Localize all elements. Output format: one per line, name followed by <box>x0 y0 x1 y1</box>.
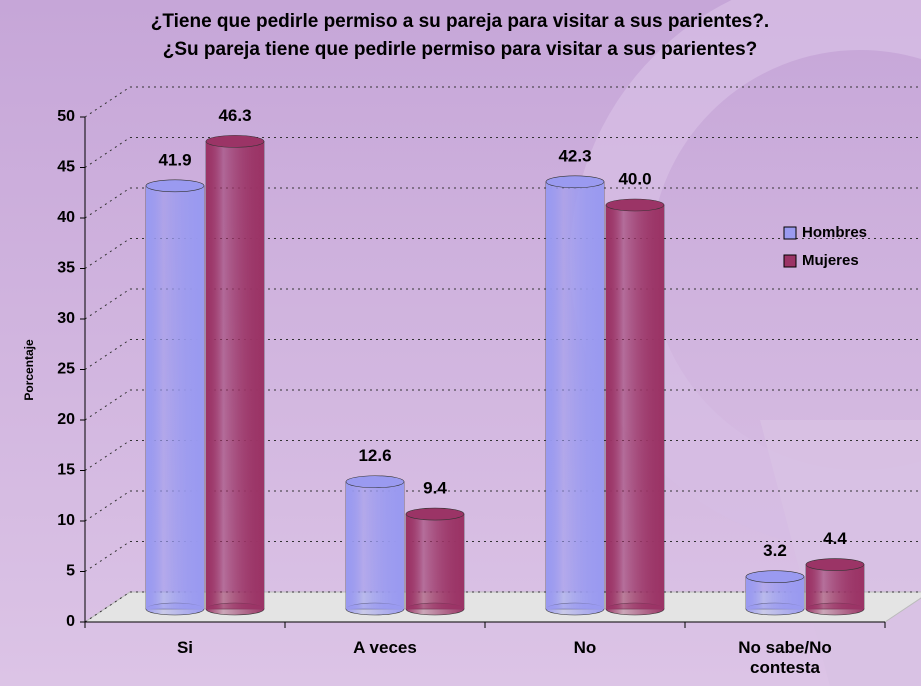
bar-body <box>546 182 604 609</box>
y-tick-label: 5 <box>66 563 75 580</box>
value-label: 12.6 <box>358 446 391 465</box>
legend-swatch <box>784 227 796 239</box>
x-tick-label: A veces <box>320 638 450 658</box>
bar-top <box>806 559 864 571</box>
legend-swatch <box>784 255 796 267</box>
x-tick-label: No sabe/No contesta <box>720 638 850 678</box>
y-tick-label: 35 <box>57 260 75 277</box>
x-tick-label: Si <box>120 638 250 658</box>
y-tick-label: 10 <box>57 512 75 529</box>
value-label: 46.3 <box>218 106 251 125</box>
value-label: 40.0 <box>618 169 651 188</box>
value-label: 42.3 <box>558 146 591 165</box>
value-label: 3.2 <box>763 541 787 560</box>
bar-body <box>206 141 264 609</box>
legend-label: Mujeres <box>802 252 859 269</box>
value-label: 9.4 <box>423 479 447 498</box>
chart-title: ¿Tiene que pedirle permiso a su pareja p… <box>151 11 769 32</box>
legend-label: Hombres <box>802 224 867 241</box>
y-tick-label: 25 <box>57 361 75 378</box>
bar-body <box>406 514 464 609</box>
y-tick-label: 45 <box>57 159 75 176</box>
bar-top <box>606 199 664 211</box>
bar-top <box>206 135 264 147</box>
bar-body <box>806 565 864 609</box>
bar-body <box>346 482 404 609</box>
y-axis-label: Porcentaje <box>22 339 36 401</box>
bar-top <box>746 571 804 583</box>
y-tick-label: 15 <box>57 462 75 479</box>
chart: ¿Tiene que pedirle permiso a su pareja p… <box>0 0 921 686</box>
y-tick-label: 40 <box>57 209 75 226</box>
page: ¿Tiene que pedirle permiso a su pareja p… <box>0 0 921 686</box>
bar-body <box>606 205 664 609</box>
bar-top <box>146 180 204 192</box>
bar-top <box>346 476 404 488</box>
y-tick-label: 20 <box>57 411 75 428</box>
value-label: 4.4 <box>823 529 847 548</box>
bar-body <box>146 186 204 609</box>
bar-top <box>406 508 464 520</box>
value-label: 41.9 <box>158 150 191 169</box>
y-tick-label: 0 <box>66 613 75 630</box>
x-tick-label: No <box>520 638 650 658</box>
y-tick-label: 30 <box>57 310 75 327</box>
y-tick-label: 50 <box>57 108 75 125</box>
chart-title: ¿Su pareja tiene que pedirle permiso par… <box>163 39 758 60</box>
bar-top <box>546 176 604 188</box>
